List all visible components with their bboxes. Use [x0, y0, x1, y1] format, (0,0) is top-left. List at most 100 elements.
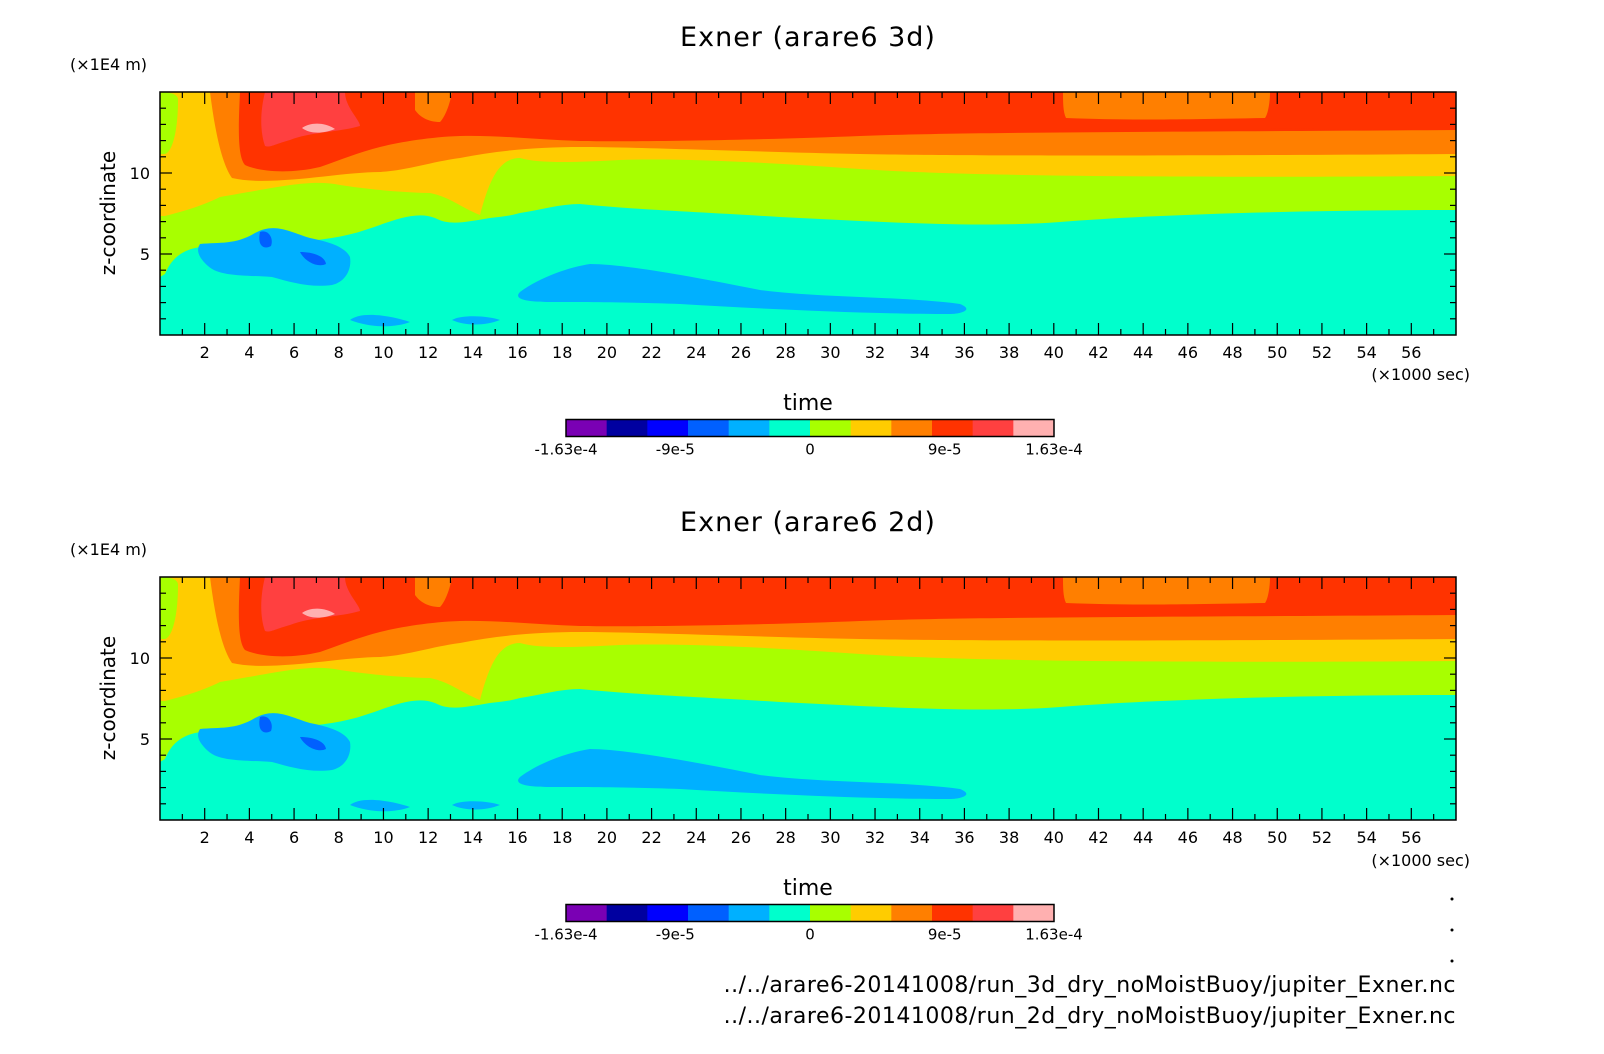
contour-field	[160, 92, 1456, 335]
marker-dot	[1450, 928, 1454, 932]
colorbar-tick-label: 1.63e-4	[1025, 441, 1083, 459]
x-tick-label: 34	[910, 828, 930, 847]
colorbar-swatch	[932, 904, 974, 922]
panel-2d: Exner (arare6 2d) (×1E4 m)	[70, 507, 1470, 944]
x-tick-label: 12	[418, 343, 438, 362]
chart-title: Exner (arare6 2d)	[680, 507, 936, 538]
colorbar-tick-label: 9e-5	[928, 441, 962, 459]
colorbar-swatch	[932, 419, 974, 437]
x-tick-label: 16	[507, 343, 527, 362]
y-axis-label: z-coordinate	[96, 636, 120, 760]
x-tick-label: 10	[373, 828, 393, 847]
colorbar-swatch	[688, 419, 730, 437]
colorbar-swatch	[769, 419, 811, 437]
x-tick-label: 40	[1044, 343, 1064, 362]
colorbar-swatch	[566, 904, 608, 922]
x-tick-label: 42	[1088, 828, 1108, 847]
x-tick-label: 4	[244, 828, 254, 847]
x-tick-label: 54	[1356, 343, 1376, 362]
contour-field	[160, 577, 1456, 820]
colorbar-frame	[565, 418, 1055, 438]
colorbar: -1.63e-4 -9e-5 0 9e-5 1.63e-4	[535, 418, 1083, 459]
colorbar-swatch	[769, 904, 811, 922]
colorbar-swatch	[850, 904, 892, 922]
x-tick-label: 8	[334, 828, 344, 847]
x-tick-label: 56	[1401, 343, 1421, 362]
x-tick-label: 56	[1401, 828, 1421, 847]
x-tick-label: 32	[865, 343, 885, 362]
x-tick-label: 30	[820, 343, 840, 362]
plot-axes: 2 4 6 8 10 12 14 16 18 20 22 24 26 28 30 32 34 36 38 40 42 44…	[130, 576, 1457, 847]
colorbar-swatch	[566, 419, 608, 437]
y-tick-label: 5	[140, 245, 150, 264]
x-tick-label: 10	[373, 343, 393, 362]
colorbar-swatch	[647, 904, 689, 922]
y-unit-label: (×1E4 m)	[70, 55, 147, 74]
x-tick-label: 2	[200, 343, 210, 362]
colorbar-frame	[565, 903, 1055, 923]
x-unit-label: (×1000 sec)	[1371, 851, 1470, 870]
colorbar-tick-label: -9e-5	[656, 926, 695, 944]
colorbar-swatch	[810, 904, 852, 922]
colorbar-swatch	[1013, 419, 1055, 437]
marker-dot	[1450, 959, 1454, 963]
x-tick-label: 26	[731, 343, 751, 362]
colorbar-swatch	[606, 419, 648, 437]
colorbar-swatch	[606, 904, 648, 922]
colorbar-tick-label: -1.63e-4	[535, 441, 598, 459]
x-tick-label: 28	[775, 828, 795, 847]
colorbar: -1.63e-4 -9e-5 0 9e-5 1.63e-4	[535, 903, 1083, 944]
y-tick-label: 10	[130, 649, 150, 668]
x-tick-label: 20	[597, 343, 617, 362]
marker-dot	[1450, 897, 1454, 901]
x-tick-label: 50	[1267, 343, 1287, 362]
x-tick-label: 24	[686, 343, 706, 362]
colorbar-tick-label: 0	[805, 441, 815, 459]
x-tick-label: 4	[244, 343, 254, 362]
x-tick-label: 22	[641, 828, 661, 847]
x-tick-label: 2	[200, 828, 210, 847]
colorbar-swatch	[891, 904, 933, 922]
x-tick-label: 20	[597, 828, 617, 847]
x-tick-label: 8	[334, 343, 344, 362]
colorbar-swatch	[810, 419, 852, 437]
y-axis-label: z-coordinate	[96, 151, 120, 275]
x-tick-label: 50	[1267, 828, 1287, 847]
colorbar-swatch	[728, 419, 770, 437]
x-tick-label: 36	[954, 343, 974, 362]
x-tick-label: 18	[552, 343, 572, 362]
x-tick-label: 48	[1222, 343, 1242, 362]
colorbar-swatch	[728, 904, 770, 922]
source-path-3d: ../../arare6-20141008/run_3d_dry_noMoist…	[724, 973, 1456, 998]
x-tick-label: 54	[1356, 828, 1376, 847]
chart-title: Exner (arare6 3d)	[680, 22, 936, 53]
x-axis-label: time	[783, 876, 833, 901]
colorbar-swatch	[647, 419, 689, 437]
x-tick-label: 32	[865, 828, 885, 847]
x-tick-label: 22	[641, 343, 661, 362]
x-tick-label: 14	[463, 828, 483, 847]
colorbar-swatch	[891, 419, 933, 437]
y-tick-label: 10	[130, 164, 150, 183]
x-tick-label: 16	[507, 828, 527, 847]
x-tick-label: 52	[1312, 343, 1332, 362]
colorbar-swatch	[972, 904, 1014, 922]
x-tick-label: 38	[999, 828, 1019, 847]
colorbar-tick-label: 0	[805, 926, 815, 944]
colorbar-swatch	[688, 904, 730, 922]
x-tick-label: 38	[999, 343, 1019, 362]
plot-axes: 2 4 6 8 10 12 14 16 18 20 22 24 26 28 30 32 34 36 38 40 42 44…	[130, 91, 1457, 362]
colorbar-swatch	[850, 419, 892, 437]
x-tick-label: 40	[1044, 828, 1064, 847]
colorbar-swatch	[1013, 904, 1055, 922]
x-tick-label: 26	[731, 828, 751, 847]
colorbar-tick-label: 9e-5	[928, 926, 962, 944]
x-tick-label: 46	[1178, 828, 1198, 847]
x-tick-label: 48	[1222, 828, 1242, 847]
x-tick-label: 30	[820, 828, 840, 847]
colorbar-swatch	[972, 419, 1014, 437]
x-axis-label: time	[783, 391, 833, 416]
x-tick-label: 28	[775, 343, 795, 362]
x-tick-label: 44	[1133, 343, 1153, 362]
